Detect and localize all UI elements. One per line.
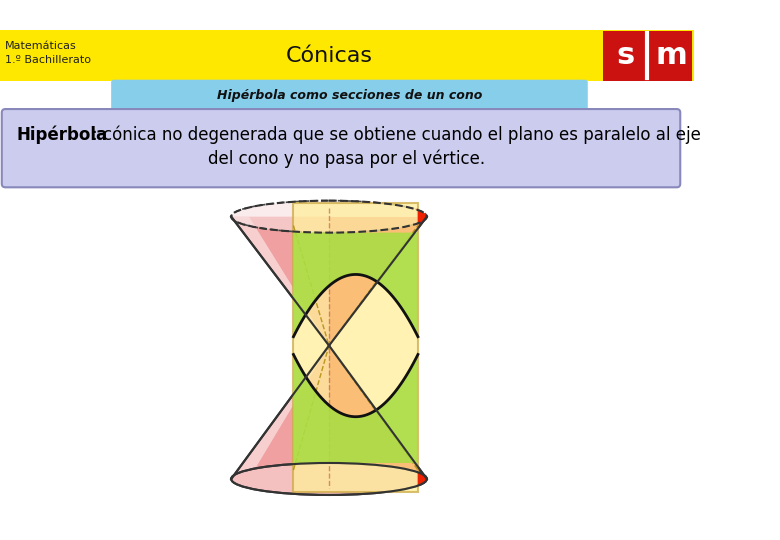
Ellipse shape: [231, 463, 427, 495]
Polygon shape: [329, 346, 427, 479]
Text: s: s: [616, 41, 634, 70]
Polygon shape: [293, 354, 418, 463]
Polygon shape: [329, 217, 427, 346]
Text: Cónicas: Cónicas: [285, 46, 373, 66]
FancyBboxPatch shape: [293, 203, 418, 492]
Polygon shape: [415, 471, 427, 487]
FancyBboxPatch shape: [603, 31, 692, 80]
FancyBboxPatch shape: [112, 80, 588, 110]
Polygon shape: [231, 217, 329, 346]
Polygon shape: [231, 346, 329, 479]
Polygon shape: [231, 346, 329, 479]
FancyBboxPatch shape: [2, 109, 680, 187]
Polygon shape: [231, 217, 329, 346]
FancyBboxPatch shape: [0, 30, 693, 82]
Text: del cono y no pasa por el vértice.: del cono y no pasa por el vértice.: [208, 150, 485, 168]
Text: Hipérbola: Hipérbola: [16, 126, 107, 144]
Text: Hipérbola como secciones de un cono: Hipérbola como secciones de un cono: [217, 89, 482, 102]
FancyBboxPatch shape: [0, 30, 693, 510]
Polygon shape: [293, 233, 418, 337]
Polygon shape: [415, 209, 427, 225]
Ellipse shape: [231, 201, 427, 233]
Text: Matemáticas: Matemáticas: [5, 42, 77, 51]
Text: : cónica no degenerada que se obtiene cuando el plano es paralelo al eje: : cónica no degenerada que se obtiene cu…: [93, 126, 701, 144]
Text: m: m: [655, 41, 687, 70]
Text: 1.º Bachillerato: 1.º Bachillerato: [5, 55, 91, 65]
